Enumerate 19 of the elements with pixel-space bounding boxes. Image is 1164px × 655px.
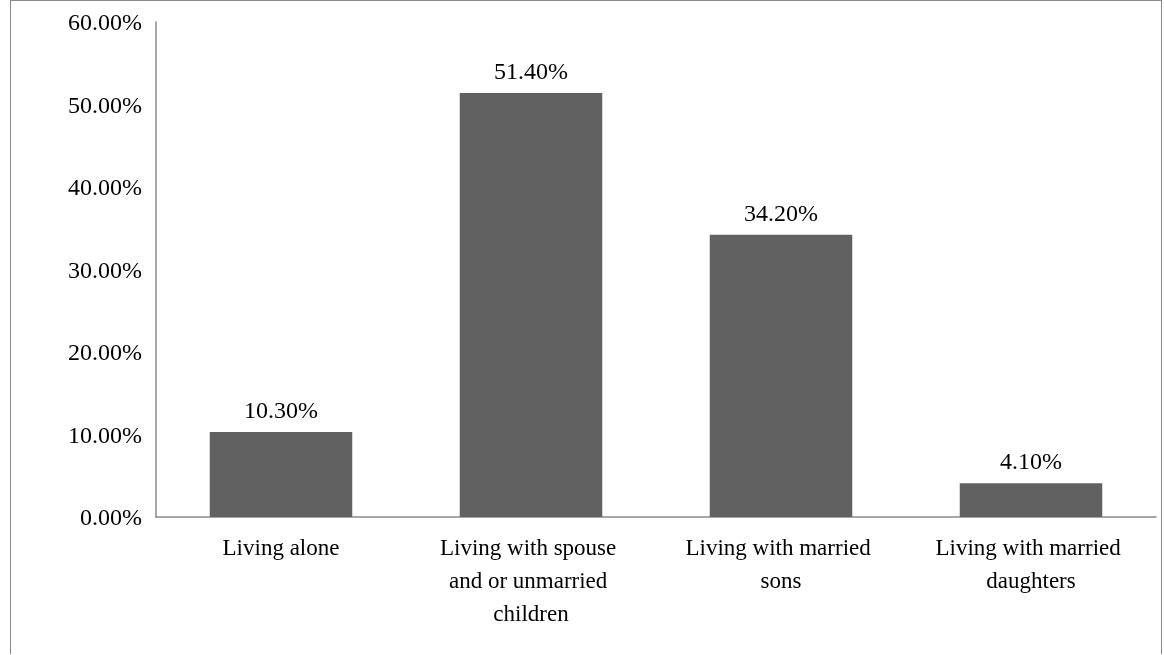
- x-tick-label: Living alone: [222, 535, 340, 560]
- data-label: 4.10%: [1000, 448, 1062, 475]
- data-label: 34.20%: [744, 199, 818, 226]
- data-label: 10.30%: [244, 397, 318, 424]
- bar: [709, 234, 853, 517]
- y-tick-label: 50.00%: [68, 91, 142, 118]
- bar: [209, 432, 353, 517]
- y-tick-label: 40.00%: [68, 174, 142, 200]
- y-tick-label: 30.00%: [68, 256, 142, 283]
- bar: [459, 92, 603, 517]
- x-tick-label: Living with married sons: [685, 535, 877, 593]
- y-tick-label: 20.00%: [68, 339, 142, 365]
- bar: [959, 483, 1103, 517]
- y-tick-label: 10.00%: [68, 421, 142, 448]
- y-tick-label: 0.00%: [80, 504, 142, 530]
- y-tick-label: 60.00%: [68, 9, 142, 35]
- x-tick-label: Living with spouse and or unmarried children: [439, 535, 623, 626]
- data-label: 51.40%: [494, 57, 568, 84]
- x-tick-label: Living with married daughters: [935, 535, 1127, 593]
